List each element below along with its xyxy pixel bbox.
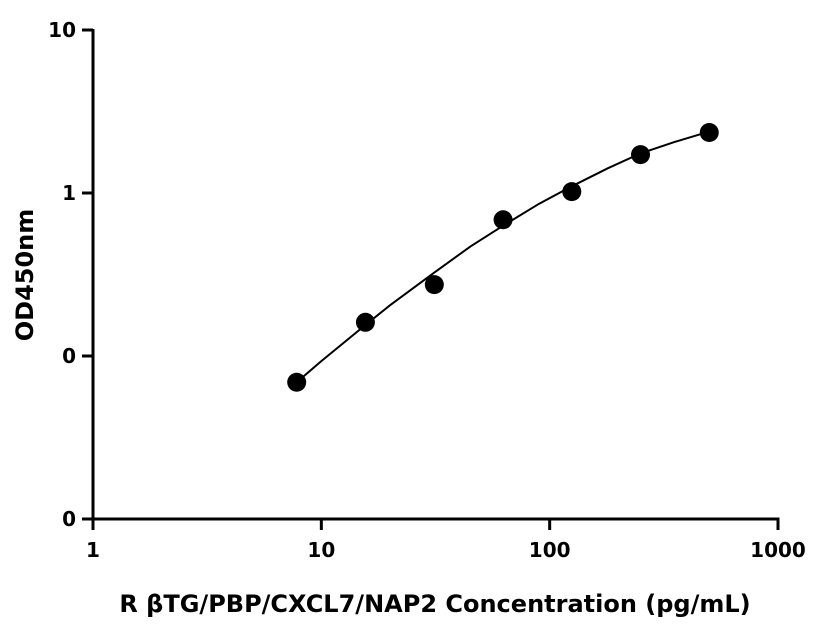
data-point [493, 210, 513, 230]
y-tick-label: 0 [62, 344, 76, 368]
data-points [287, 123, 719, 392]
y-tick-label: 10 [48, 18, 76, 42]
x-tick-label: 10 [307, 538, 335, 562]
data-point [424, 275, 444, 295]
y-tick-label: 1 [62, 181, 76, 205]
data-point [287, 372, 307, 392]
data-point [631, 145, 651, 165]
data-point [355, 312, 375, 332]
x-tick-label: 1000 [750, 538, 806, 562]
x-axis-title: R βTG/PBP/CXCL7/NAP2 Concentration (pg/m… [119, 590, 750, 618]
x-axis-ticks: 1 10 100 1000 [86, 519, 806, 562]
x-tick-label: 1 [86, 538, 100, 562]
data-point [699, 123, 719, 143]
x-tick-label: 100 [529, 538, 571, 562]
axes [91, 29, 780, 521]
y-axis-title: OD450nm [11, 209, 39, 342]
fit-curve [296, 130, 710, 384]
data-point [562, 182, 582, 202]
y-tick-label: 0 [62, 507, 76, 531]
y-axis-ticks: 0 0 1 10 [48, 18, 93, 531]
